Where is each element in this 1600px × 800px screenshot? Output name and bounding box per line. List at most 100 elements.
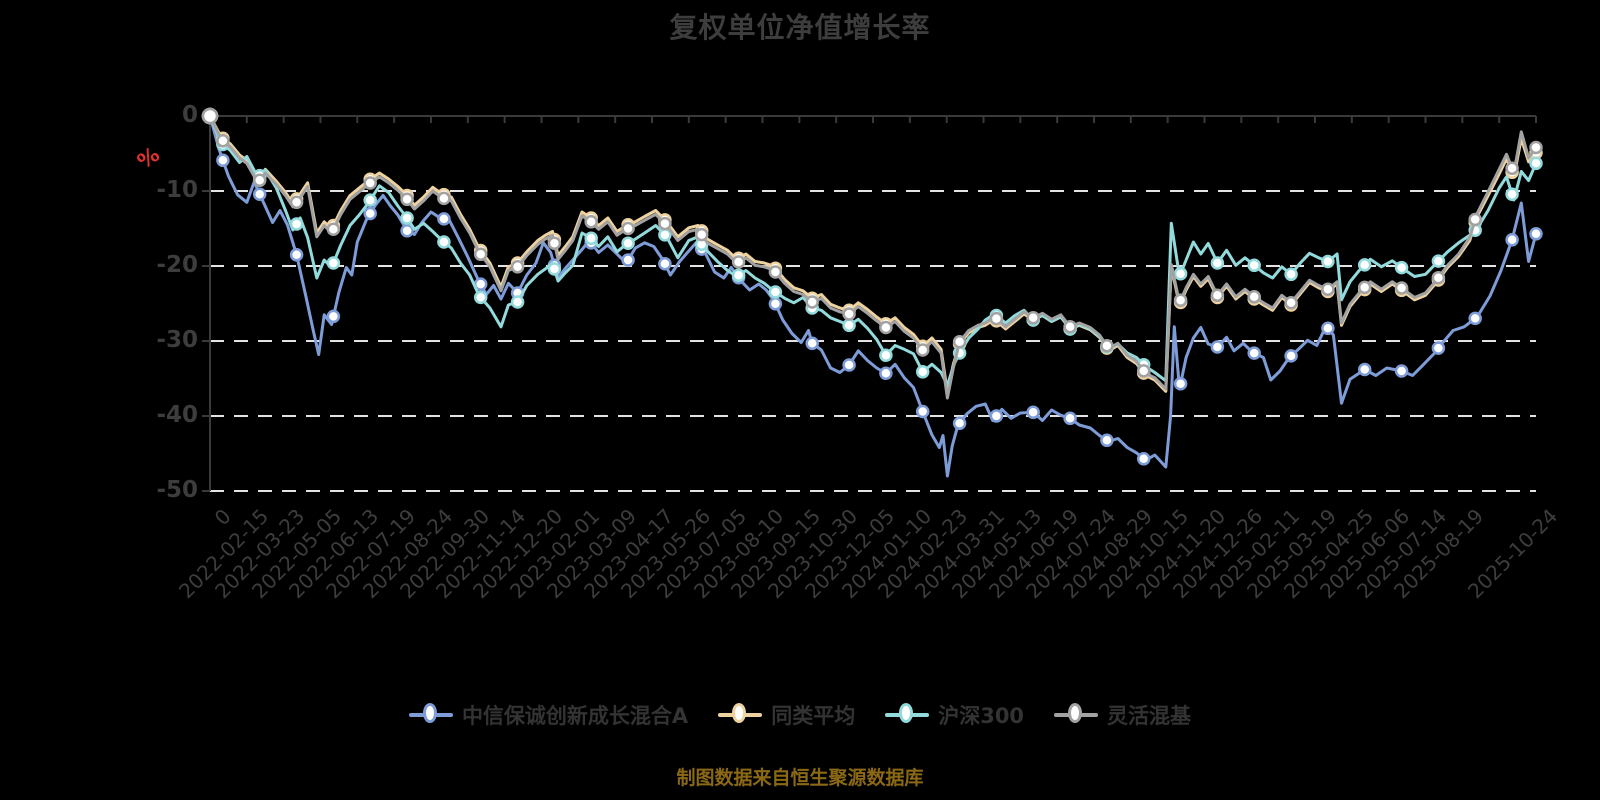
chart-legend: 中信保诚创新成长混合A 同类平均 沪深300 灵活混基: [0, 700, 1600, 730]
data-point-marker: [1529, 227, 1543, 241]
data-point-marker: [1247, 258, 1261, 273]
data-point-marker: [842, 307, 856, 321]
data-point-marker: [1100, 339, 1114, 353]
legend-label: 中信保诚创新成长混合A: [461, 704, 689, 728]
data-point-marker: [1210, 340, 1225, 354]
data-point-marker: [1321, 254, 1335, 269]
data-point-marker: [1505, 233, 1519, 247]
data-point-marker: [584, 215, 598, 229]
data-point-marker: [1210, 288, 1225, 303]
data-point-marker: [510, 295, 525, 309]
data-point-marker: [1321, 321, 1335, 336]
data-point-marker: [1173, 376, 1188, 391]
legend-label: 同类平均: [771, 704, 856, 728]
data-point-marker: [805, 295, 819, 309]
data-point-marker: [1136, 452, 1151, 466]
y-axis-tick-label: -20: [156, 252, 198, 278]
data-point-marker: [547, 236, 562, 250]
data-point-marker: [1431, 341, 1446, 355]
data-point-marker: [952, 335, 967, 349]
data-point-marker: [289, 248, 304, 262]
series-line: [208, 114, 1538, 400]
data-point-marker: [1394, 364, 1409, 378]
data-point-marker: [658, 216, 672, 231]
data-point-marker: [201, 107, 219, 125]
data-point-marker: [768, 285, 783, 299]
data-point-marker: [1210, 256, 1225, 270]
data-point-marker: [1431, 270, 1446, 285]
data-point-marker: [400, 192, 414, 207]
data-point-marker: [1529, 156, 1543, 171]
data-point-marker: [584, 231, 598, 246]
data-point-marker: [1284, 267, 1298, 282]
data-point-marker: [437, 235, 451, 249]
data-point-marker: [437, 191, 451, 206]
data-point-marker: [326, 222, 341, 236]
data-point-marker: [1394, 281, 1409, 295]
data-point-marker: [1136, 364, 1151, 378]
data-point-marker: [289, 195, 304, 210]
data-point-marker: [1394, 260, 1409, 275]
data-point-marker: [1468, 212, 1482, 227]
legend-item-3[interactable]: 沪深300: [885, 700, 1024, 730]
data-point-marker: [437, 212, 451, 226]
legend-item-2[interactable]: 同类平均: [718, 700, 855, 730]
legend-item-4[interactable]: 灵活混基: [1054, 700, 1191, 730]
data-point-marker: [252, 173, 267, 188]
data-point-marker: [621, 236, 635, 250]
data-point-marker: [326, 256, 341, 270]
data-point-marker: [326, 309, 341, 324]
y-axis-tick-label: -40: [156, 402, 198, 428]
legend-label: 灵活混基: [1107, 704, 1192, 728]
series-line: [208, 114, 1538, 387]
data-point-marker: [1026, 311, 1040, 325]
data-point-marker: [1529, 140, 1543, 155]
data-point-marker: [1173, 266, 1188, 281]
data-point-marker: [216, 153, 230, 168]
data-point-marker: [1026, 405, 1040, 420]
data-point-marker: [842, 358, 856, 372]
y-axis-tick-label: -10: [156, 177, 198, 203]
data-point-marker: [731, 255, 746, 269]
data-point-marker: [621, 221, 635, 236]
data-point-marker: [1173, 293, 1188, 307]
data-point-marker: [1321, 282, 1335, 297]
data-point-marker: [1505, 161, 1519, 176]
data-point-marker: [989, 311, 1004, 326]
data-point-marker: [1063, 320, 1077, 334]
data-point-marker: [363, 176, 377, 190]
data-point-marker: [216, 134, 230, 148]
data-point-marker: [1284, 296, 1298, 310]
data-point-marker: [768, 265, 783, 279]
data-point-marker: [842, 318, 856, 333]
data-point-marker: [1357, 258, 1372, 272]
legend-label: 沪深300: [938, 704, 1025, 728]
data-point-marker: [363, 193, 377, 207]
legend-line-marker-icon: [1054, 703, 1099, 726]
data-point-marker: [879, 320, 893, 335]
data-point-marker: [731, 268, 746, 283]
data-point-marker: [252, 187, 267, 201]
legend-line-marker-icon: [408, 703, 453, 726]
data-point-marker: [989, 409, 1004, 423]
data-point-marker: [915, 365, 930, 379]
data-source-caption: 制图数据来自恒生聚源数据库: [676, 767, 924, 789]
data-point-marker: [694, 227, 709, 242]
data-point-marker: [915, 343, 930, 357]
data-point-marker: [547, 262, 562, 276]
legend-item-1[interactable]: 中信保诚创新成长混合A: [408, 700, 689, 730]
data-point-marker: [879, 348, 893, 363]
data-point-marker: [1284, 349, 1298, 363]
data-point-marker: [952, 416, 967, 431]
data-point-marker: [1505, 187, 1519, 201]
legend-line-marker-icon: [718, 703, 763, 726]
data-point-marker: [805, 336, 819, 351]
data-point-marker: [621, 253, 635, 267]
data-point-marker: [1247, 346, 1261, 360]
data-point-marker: [1468, 311, 1482, 326]
data-point-marker: [1063, 411, 1077, 426]
data-point-marker: [879, 366, 893, 381]
chart-title: 复权单位净值增长率: [669, 11, 931, 44]
